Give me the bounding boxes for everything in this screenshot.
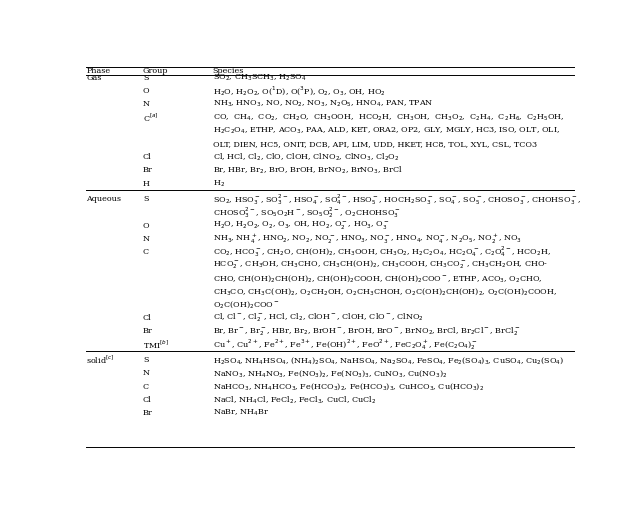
Text: Cl: Cl <box>143 153 151 161</box>
Text: S: S <box>143 74 148 82</box>
Text: H$_2$C$_2$O$_4$, ETHP, ACO$_3$, PAA, ALD, KET, ORA2, OP2, GLY, MGLY, HC3, ISO, O: H$_2$C$_2$O$_4$, ETHP, ACO$_3$, PAA, ALD… <box>213 125 560 136</box>
Text: Cl, Cl$^-$, Cl$_2^-$, HCl, Cl$_2$, ClOH$^-$, ClOH, ClO$^-$, ClNO$_2$: Cl, Cl$^-$, Cl$_2^-$, HCl, Cl$_2$, ClOH$… <box>213 312 424 325</box>
Text: NaHCO$_3$, NH$_4$HCO$_3$, Fe(HCO$_3$)$_2$, Fe(HCO$_3$)$_3$, CuHCO$_3$, Cu(HCO$_3: NaHCO$_3$, NH$_4$HCO$_3$, Fe(HCO$_3$)$_2… <box>213 381 484 392</box>
Text: S: S <box>143 195 148 203</box>
Text: NaCl, NH$_4$Cl, FeCl$_2$, FeCl$_3$, CuCl, CuCl$_2$: NaCl, NH$_4$Cl, FeCl$_2$, FeCl$_3$, CuCl… <box>213 394 376 405</box>
Text: Br: Br <box>143 409 153 417</box>
Text: S: S <box>143 356 148 364</box>
Text: H$_2$O, H$_2$O$_2$, O($^1$D), O($^3$P), O$_2$, O$_3$, OH, HO$_2$: H$_2$O, H$_2$O$_2$, O($^1$D), O($^3$P), … <box>213 84 385 98</box>
Text: Cl: Cl <box>143 396 151 404</box>
Text: O$_2$C(OH)$_2$COO$^-$: O$_2$C(OH)$_2$COO$^-$ <box>213 299 279 310</box>
Text: NaNO$_3$, NH$_4$NO$_3$, Fe(NO$_3$)$_2$, Fe(NO$_3$)$_3$, CuNO$_3$, Cu(NO$_3$)$_2$: NaNO$_3$, NH$_4$NO$_3$, Fe(NO$_3$)$_2$, … <box>213 368 448 379</box>
Text: TMI$^{[b]}$: TMI$^{[b]}$ <box>143 338 169 351</box>
Text: Gas: Gas <box>86 74 102 82</box>
Text: CHOSO$_3^{2-}$, SO$_5$O$_2$H$^-$, SO$_5$O$_2^{2-}$, O$_2$CHOHSO$_3^-$: CHOSO$_3^{2-}$, SO$_5$O$_2$H$^-$, SO$_5$… <box>213 205 401 220</box>
Text: CHO, CH(OH)$_2$CH(OH)$_2$, CH(OH)$_2$COOH, CH(OH)$_2$COO$^-$, ETHP, ACO$_3$, O$_: CHO, CH(OH)$_2$CH(OH)$_2$, CH(OH)$_2$COO… <box>213 273 542 284</box>
Text: O: O <box>143 221 149 230</box>
Text: H$_2$SO$_4$, NH$_4$HSO$_4$, (NH$_4$)$_2$SO$_4$, NaHSO$_4$, Na$_2$SO$_4$, FeSO$_4: H$_2$SO$_4$, NH$_4$HSO$_4$, (NH$_4$)$_2$… <box>213 355 564 366</box>
Text: N: N <box>143 100 150 108</box>
Text: C: C <box>143 248 149 256</box>
Text: solid$^{[c]}$: solid$^{[c]}$ <box>86 354 115 366</box>
Text: H$_2$: H$_2$ <box>213 178 225 189</box>
Text: N: N <box>143 369 150 377</box>
Text: Cl: Cl <box>143 314 151 322</box>
Text: NaBr, NH$_4$Br: NaBr, NH$_4$Br <box>213 408 269 418</box>
Text: Br, Br$^-$, Br$_2^-$, HBr, Br$_2$, BrOH$^-$, BrOH, BrO$^-$, BrNO$_2$, BrCl, Br$_: Br, Br$^-$, Br$_2^-$, HBr, Br$_2$, BrOH$… <box>213 325 520 338</box>
Text: O: O <box>143 87 149 95</box>
Text: H$_2$O, H$_2$O$_2$, O$_2$, O$_3$, OH, HO$_2$, O$_2^-$, HO$_3$, O$_3^-$: H$_2$O, H$_2$O$_2$, O$_2$, O$_3$, OH, HO… <box>213 219 389 232</box>
Text: Phase: Phase <box>86 67 111 75</box>
Text: SO$_2$, HSO$_3^-$, SO$_3^{2-}$, HSO$_4^-$, SO$_4^{2-}$, HSO$_5^-$, HOCH$_2$SO$_3: SO$_2$, HSO$_3^-$, SO$_3^{2-}$, HSO$_4^-… <box>213 192 581 207</box>
Text: Group: Group <box>143 67 168 75</box>
Text: CO,  CH$_4$,  CO$_2$,  CH$_2$O,  CH$_3$OOH,  HCO$_2$H,  CH$_3$OH,  CH$_3$O$_2$, : CO, CH$_4$, CO$_2$, CH$_2$O, CH$_3$OOH, … <box>213 112 564 123</box>
Text: C: C <box>143 383 149 391</box>
Text: CH$_3$CO, CH$_3$C(OH)$_2$, O$_2$CH$_2$OH, O$_2$CH$_3$CHOH, O$_2$C(OH)$_2$CH(OH)$: CH$_3$CO, CH$_3$C(OH)$_2$, O$_2$CH$_2$OH… <box>213 286 557 297</box>
Text: Species: Species <box>213 67 244 75</box>
Text: Cl, HCl, Cl$_2$, ClO, ClOH, ClNO$_2$, ClNO$_3$, Cl$_2$O$_2$: Cl, HCl, Cl$_2$, ClO, ClOH, ClNO$_2$, Cl… <box>213 151 399 163</box>
Text: C$^{[a]}$: C$^{[a]}$ <box>143 111 158 123</box>
Text: NH$_3$, NH$_4^+$, HNO$_2$, NO$_2$, NO$_2^-$, HNO$_3$, NO$_3^-$, HNO$_4$, NO$_4^-: NH$_3$, NH$_4^+$, HNO$_2$, NO$_2$, NO$_2… <box>213 232 522 246</box>
Text: SO$_2$, CH$_3$SCH$_3$, H$_2$SO$_4$: SO$_2$, CH$_3$SCH$_3$, H$_2$SO$_4$ <box>213 73 307 83</box>
Text: NH$_3$, HNO$_3$, NO, NO$_2$, NO$_3$, N$_2$O$_5$, HNO$_4$, PAN, TPAN: NH$_3$, HNO$_3$, NO, NO$_2$, NO$_3$, N$_… <box>213 99 433 109</box>
Text: Cu$^+$, Cu$^{2+}$, Fe$^{2+}$, Fe$^{3+}$, Fe(OH)$^{2+}$, FeO$^{2+}$, FeC$_2$O$_4^: Cu$^+$, Cu$^{2+}$, Fe$^{2+}$, Fe$^{3+}$,… <box>213 337 478 352</box>
Text: H: H <box>143 179 150 187</box>
Text: OLT, DIEN, HC5, ONIT, DCB, API, LIM, UDD, HKET, HC8, TOL, XYL, CSL, TCO3: OLT, DIEN, HC5, ONIT, DCB, API, LIM, UDD… <box>213 140 537 148</box>
Text: HCO$_2^-$, CH$_3$OH, CH$_3$CHO, CH$_3$CH(OH)$_2$, CH$_3$COOH, CH$_3$CO$_2^-$, CH: HCO$_2^-$, CH$_3$OH, CH$_3$CHO, CH$_3$CH… <box>213 259 548 271</box>
Text: Aqueous: Aqueous <box>86 195 122 203</box>
Text: Br: Br <box>143 166 153 174</box>
Text: Br, HBr, Br$_2$, BrO, BrOH, BrNO$_2$, BrNO$_3$, BrCl: Br, HBr, Br$_2$, BrO, BrOH, BrNO$_2$, Br… <box>213 165 402 176</box>
Text: Br: Br <box>143 327 153 335</box>
Text: N: N <box>143 235 150 243</box>
Text: CO$_2$, HCO$_3^-$, CH$_2$O, CH(OH)$_2$, CH$_3$OOH, CH$_3$O$_2$, H$_2$C$_2$O$_4$,: CO$_2$, HCO$_3^-$, CH$_2$O, CH(OH)$_2$, … <box>213 244 551 260</box>
